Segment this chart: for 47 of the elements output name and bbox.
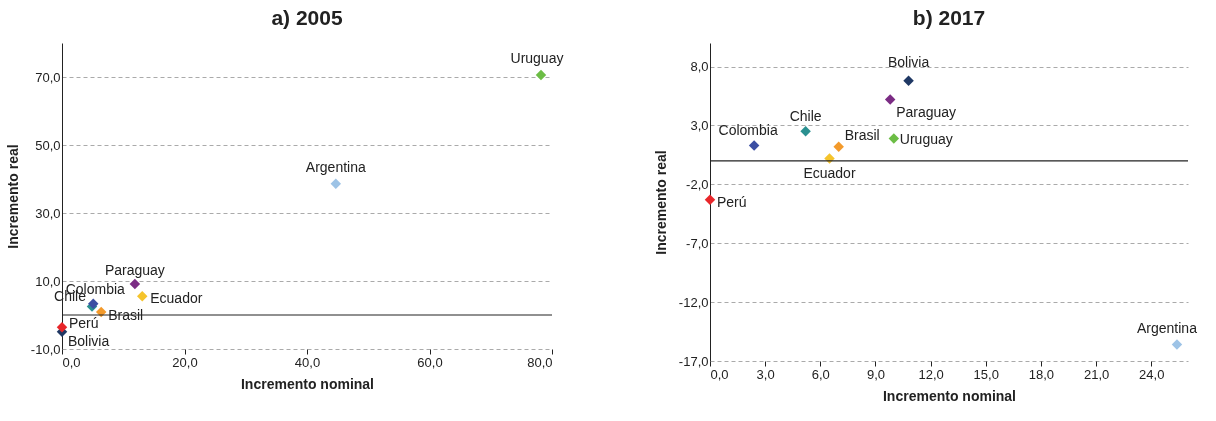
y-tick-label: -2,0 <box>686 176 709 192</box>
series-label: Brasil <box>844 126 880 143</box>
y-tick-label: -7,0 <box>686 235 709 251</box>
x-tick-label: 40,0 <box>294 354 321 370</box>
series-label: Argentina <box>1137 319 1198 336</box>
y-tick-label: -10,0 <box>30 341 61 357</box>
y-tick-label: 8,0 <box>690 59 709 75</box>
series-label: Chile <box>789 108 822 125</box>
y-tick-label: 70,0 <box>35 69 61 85</box>
chart-title: b) 2017 <box>912 6 986 29</box>
series-label: Uruguay <box>510 49 564 66</box>
x-tick-label: 6,0 <box>811 366 830 382</box>
series-label: Uruguay <box>899 131 953 148</box>
chart-title: a) 2005 <box>271 6 343 29</box>
series-label: Bolivia <box>68 332 110 349</box>
x-tick-label: 21,0 <box>1083 366 1110 382</box>
x-axis-title: Incremento nominal <box>882 387 1017 404</box>
series-label: Paraguay <box>104 262 165 279</box>
x-tick-label: 24,0 <box>1139 366 1165 382</box>
x-tick-label: 0,0 <box>710 366 729 382</box>
y-tick-label: -12,0 <box>678 294 709 310</box>
y-axis-title: Incremento real <box>4 144 21 249</box>
series-label: Ecuador <box>803 165 856 182</box>
x-tick-label: 18,0 <box>1028 366 1055 382</box>
x-tick-label: 0,0 <box>62 354 81 370</box>
series-label: Ecuador <box>150 290 203 307</box>
series-label: Argentina <box>305 158 366 175</box>
y-tick-label: 3,0 <box>690 117 709 133</box>
y-axis-title: Incremento real <box>652 150 669 255</box>
x-tick-label: 9,0 <box>866 366 885 382</box>
x-tick-label: 12,0 <box>918 366 944 382</box>
series-label: Paraguay <box>896 103 957 120</box>
series-label: Colombia <box>718 122 778 139</box>
y-tick-label: 50,0 <box>35 137 61 153</box>
x-tick-label: 80,0 <box>527 354 553 370</box>
x-tick-label: 15,0 <box>973 366 999 382</box>
y-tick-label: -17,0 <box>678 353 709 369</box>
y-tick-label: 30,0 <box>35 205 61 221</box>
series-label: Brasil <box>108 306 144 323</box>
series-label: Perú <box>69 315 99 332</box>
x-axis-title: Incremento nominal <box>240 375 375 392</box>
y-tick-label: 10,0 <box>35 273 61 289</box>
x-tick-label: 20,0 <box>172 354 198 370</box>
series-label: Perú <box>717 193 747 210</box>
series-label: Bolivia <box>887 53 930 70</box>
x-tick-label: 3,0 <box>756 366 775 382</box>
x-tick-label: 60,0 <box>417 354 443 370</box>
